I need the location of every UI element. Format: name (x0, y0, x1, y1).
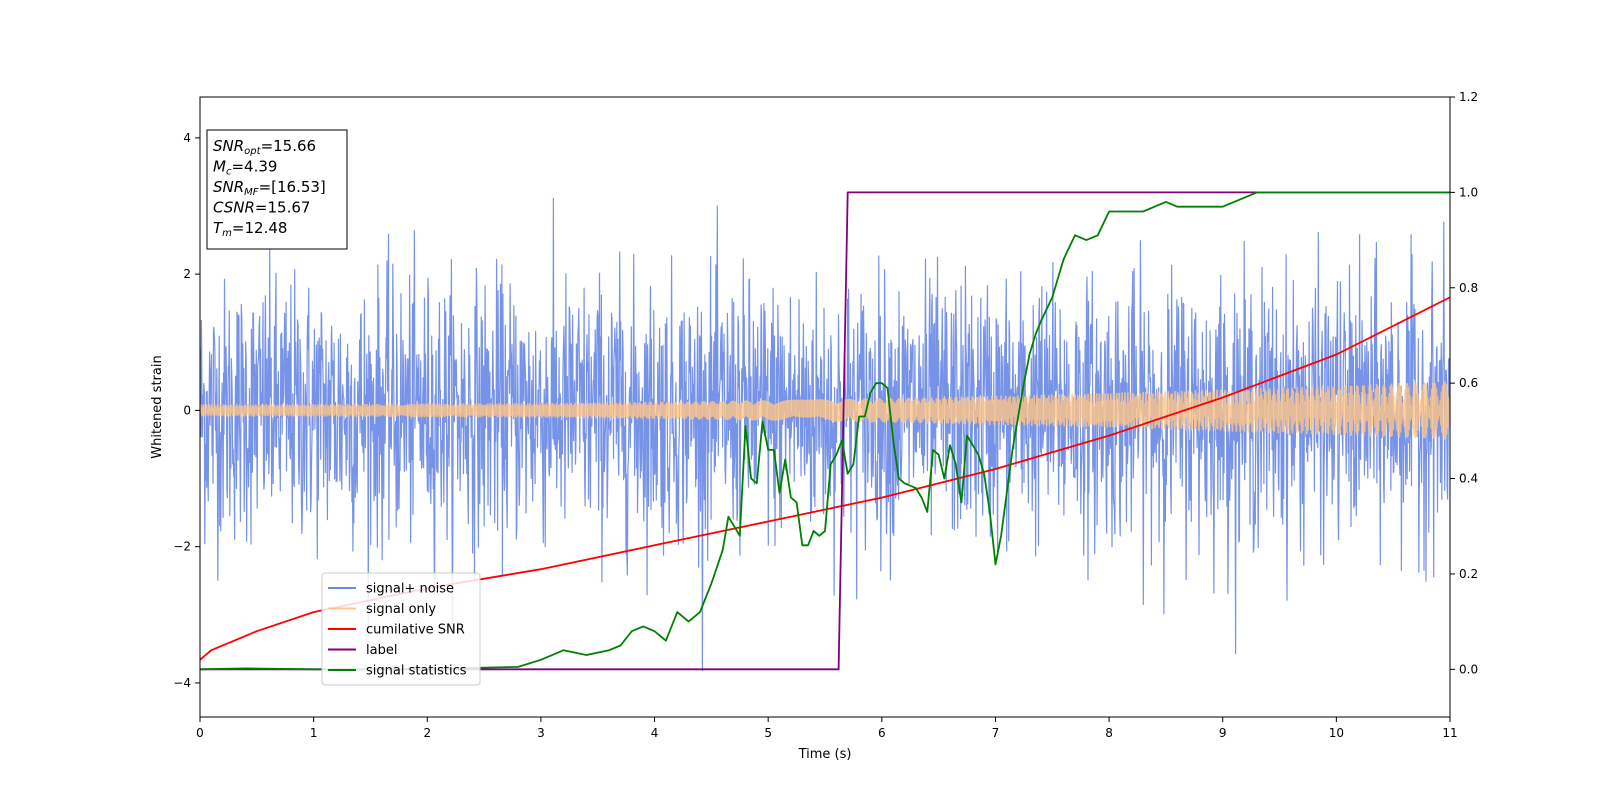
x-tick-label: 0 (196, 726, 204, 740)
x-axis-title: Time (s) (798, 747, 852, 762)
legend-frame (321, 572, 481, 686)
series-line-0 (200, 197, 1450, 672)
x-tick-label: 11 (1442, 726, 1457, 740)
x-tick-label: 4 (651, 726, 659, 740)
y2-tick-label: 0.4 (1459, 472, 1478, 486)
legend-label: signal+ noise (366, 582, 454, 597)
annotation-subscript: m (222, 228, 232, 239)
annotation-line: CSNR=15.67 (213, 199, 310, 217)
x-tick-label: 2 (423, 726, 431, 740)
x-tick-label: 8 (1105, 726, 1113, 740)
annotation-symbol: CSNR (213, 199, 255, 217)
annotation-subscript: MF (244, 187, 259, 198)
y-axis-left: −4 −2 0 2 4 (173, 131, 200, 690)
y-tick-label: 0 (183, 403, 191, 417)
series-line-3 (200, 191, 1450, 671)
legend-label: signal only (366, 602, 436, 617)
legend-label: cumilative SNR (366, 623, 465, 638)
annotation-line: Tm=12.48 (213, 219, 287, 239)
x-tick-label: 6 (878, 726, 886, 740)
annotation-symbol: SNR (213, 178, 244, 196)
y-tick-label: −2 (173, 540, 191, 554)
annotation-line: SNRMF=[16.53] (213, 178, 326, 198)
annotation-value: =15.66 (261, 137, 317, 155)
annotation-value: =12.48 (232, 219, 288, 237)
annotation-value: =[16.53] (259, 178, 326, 196)
annotation-frame (206, 129, 348, 250)
x-tick-label: 10 (1329, 726, 1344, 740)
annotation-value: =15.67 (255, 199, 311, 217)
x-tick-label: 5 (764, 726, 772, 740)
x-tick-label: 3 (537, 726, 545, 740)
annotation-line: Mc=4.39 (213, 158, 277, 178)
series-line-2 (200, 296, 1450, 661)
legend-label: label (366, 643, 397, 658)
series-line-1 (200, 381, 1450, 440)
x-tick-label: 9 (1219, 726, 1227, 740)
y-tick-label: 4 (183, 131, 191, 145)
x-tick-label: 7 (992, 726, 1000, 740)
annotation-symbol: T (213, 219, 224, 237)
legend: signal+ noise signal only cumilative SNR la… (321, 572, 481, 686)
y2-tick-label: 0.0 (1459, 662, 1478, 676)
x-tick-label: 1 (310, 726, 318, 740)
annotation-line: SNRopt=15.66 (213, 137, 316, 157)
y-tick-label: 2 (183, 267, 191, 281)
x-axis: 0 1 2 3 4 5 6 7 8 9 10 11 (196, 717, 1458, 740)
annotation-subscript: c (226, 167, 232, 178)
y2-tick-label: 0.8 (1459, 281, 1478, 295)
annotation-value: =4.39 (231, 158, 277, 176)
series-layer (200, 191, 1450, 672)
annotation-subscript: opt (244, 146, 261, 157)
y-axis-title: Whitened strain (150, 355, 165, 458)
stats-annotation: SNRopt=15.66Mc=4.39SNRMF=[16.53]CSNR=15.… (206, 129, 348, 250)
y2-tick-label: 0.2 (1459, 567, 1478, 581)
plot-frame (199, 96, 1451, 718)
y2-tick-label: 0.6 (1459, 376, 1478, 390)
legend-label: signal statistics (366, 664, 467, 679)
annotation-symbol: SNR (213, 137, 244, 155)
series-line-4 (200, 191, 1450, 671)
y-axis-right: 0.0 0.2 0.4 0.6 0.8 1.0 1.2 (1450, 90, 1478, 676)
y2-tick-label: 1.0 (1459, 185, 1478, 199)
annotation-symbol: M (213, 158, 226, 176)
y2-tick-label: 1.2 (1459, 90, 1478, 104)
y-tick-label: −4 (173, 676, 191, 690)
